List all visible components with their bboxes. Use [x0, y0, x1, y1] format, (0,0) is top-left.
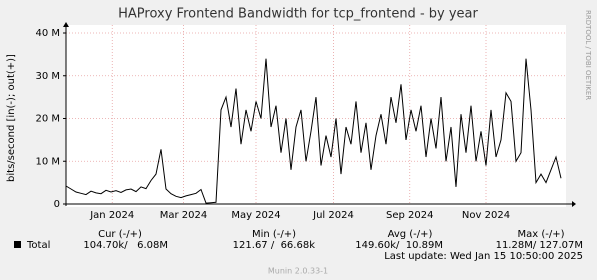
- x-tick-label: Nov 2024: [462, 210, 510, 221]
- stats-cell: 104.70k/ 6.08M: [83, 240, 168, 251]
- x-tick-label: Jul 2024: [312, 210, 354, 221]
- y-axis-label: bits/second [in(-); out(+)]: [6, 54, 17, 182]
- y-tick-label: 20 M: [35, 114, 60, 125]
- legend-swatch: [14, 241, 21, 248]
- chart-title: HAProxy Frontend Bandwidth for tcp_front…: [118, 7, 478, 22]
- data-line: [65, 58, 562, 204]
- y-tick-label: 30 M: [35, 71, 60, 82]
- y-tick-label: 40 M: [35, 28, 60, 39]
- side-label: RRDTOOL / TOBI OETIKER: [584, 10, 592, 100]
- stats-cell: 11.28M/ 127.07M: [496, 240, 583, 251]
- stats-header: Cur (-/+): [98, 229, 142, 240]
- x-tick-label: May 2024: [231, 210, 280, 221]
- stats-header: Max (-/+): [517, 229, 564, 240]
- last-update: Last update: Wed Jan 15 10:50:00 2025: [384, 251, 583, 262]
- stats-cell: 121.67 / 66.68k: [233, 240, 316, 251]
- x-tick-label: Mar 2024: [160, 210, 208, 221]
- y-tick-label: 10 M: [35, 156, 60, 167]
- stats-header: Avg (-/+): [388, 229, 433, 240]
- stats-cell: 149.60k/ 10.89M: [355, 240, 443, 251]
- plot-area: [66, 25, 566, 207]
- x-tick-label: Sep 2024: [386, 210, 433, 221]
- axis-arrow: [63, 22, 69, 27]
- axis-arrow: [572, 201, 576, 207]
- x-tick-label: Jan 2024: [89, 210, 134, 221]
- footer: Munin 2.0.33-1: [268, 267, 328, 276]
- legend-entry: Total: [26, 240, 50, 251]
- y-tick-label: 0: [54, 199, 60, 210]
- stats-header: Min (-/+): [252, 229, 296, 240]
